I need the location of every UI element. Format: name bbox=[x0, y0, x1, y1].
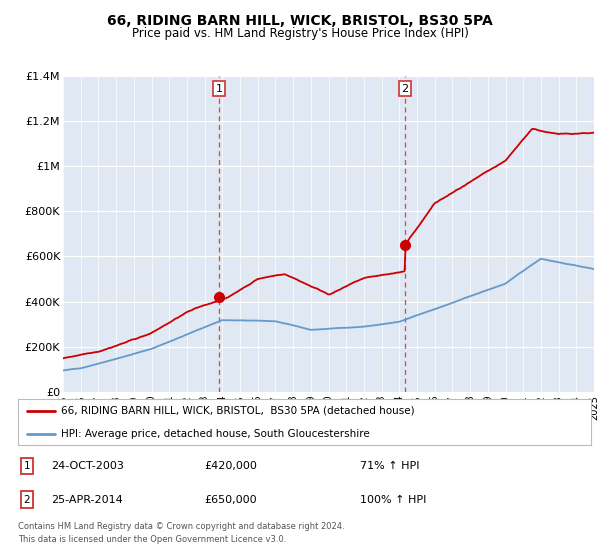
Text: Contains HM Land Registry data © Crown copyright and database right 2024.
This d: Contains HM Land Registry data © Crown c… bbox=[18, 522, 344, 544]
Text: HPI: Average price, detached house, South Gloucestershire: HPI: Average price, detached house, Sout… bbox=[61, 429, 370, 438]
Text: 100% ↑ HPI: 100% ↑ HPI bbox=[360, 494, 427, 505]
Text: Price paid vs. HM Land Registry's House Price Index (HPI): Price paid vs. HM Land Registry's House … bbox=[131, 27, 469, 40]
Text: 1: 1 bbox=[215, 83, 223, 94]
Text: £650,000: £650,000 bbox=[204, 494, 257, 505]
Text: 2: 2 bbox=[401, 83, 409, 94]
Text: 2: 2 bbox=[23, 494, 31, 505]
Text: 1: 1 bbox=[23, 461, 31, 471]
Text: 71% ↑ HPI: 71% ↑ HPI bbox=[360, 461, 419, 471]
Text: £420,000: £420,000 bbox=[204, 461, 257, 471]
Text: 25-APR-2014: 25-APR-2014 bbox=[51, 494, 123, 505]
Text: 66, RIDING BARN HILL, WICK, BRISTOL, BS30 5PA: 66, RIDING BARN HILL, WICK, BRISTOL, BS3… bbox=[107, 14, 493, 28]
Text: 66, RIDING BARN HILL, WICK, BRISTOL,  BS30 5PA (detached house): 66, RIDING BARN HILL, WICK, BRISTOL, BS3… bbox=[61, 406, 415, 416]
Text: 24-OCT-2003: 24-OCT-2003 bbox=[51, 461, 124, 471]
